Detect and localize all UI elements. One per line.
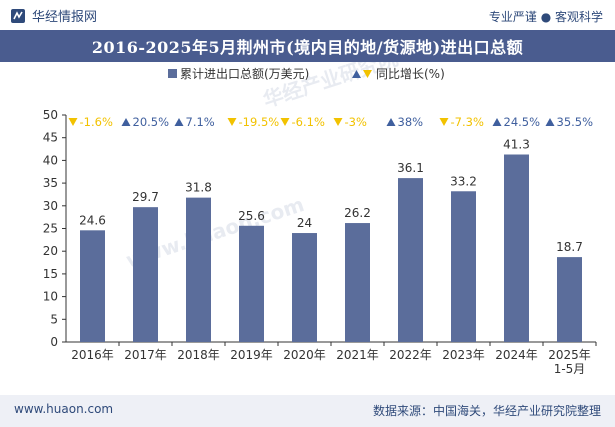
x-tick-label: 2024年 xyxy=(495,348,538,362)
x-tick-label: 2020年 xyxy=(283,348,326,362)
growth-up-icon xyxy=(545,118,555,126)
top-bar: 华经情报网 专业严谨 ● 客观科学 xyxy=(0,0,615,30)
y-tick-label: 25 xyxy=(43,222,58,236)
x-tick-label: 2025年 xyxy=(548,348,591,362)
growth-down-icon xyxy=(280,118,290,126)
legend-label-growth: 同比增长(%) xyxy=(376,67,445,81)
y-tick-label: 30 xyxy=(43,199,58,213)
bar-value-label: 18.7 xyxy=(556,240,583,254)
growth-up-icon xyxy=(386,118,396,126)
growth-label: -3% xyxy=(345,115,367,129)
y-tick-label: 5 xyxy=(50,312,58,326)
bar xyxy=(186,197,211,342)
bar xyxy=(398,178,423,342)
growth-up-icon xyxy=(174,118,184,126)
y-tick-label: 35 xyxy=(43,176,58,190)
slogan: 专业严谨 ● 客观科学 xyxy=(488,10,603,24)
brand-logo-icon xyxy=(11,8,25,23)
legend-label-bars: 累计进出口总额(万美元) xyxy=(180,67,309,81)
y-tick-label: 50 xyxy=(43,108,58,122)
y-tick-label: 0 xyxy=(50,335,58,349)
x-tick-label: 2018年 xyxy=(177,348,220,362)
footer: www.huaon.com 数据来源：中国海关，华经产业研究院整理 xyxy=(0,395,615,427)
y-tick-label: 20 xyxy=(43,244,58,258)
growth-down-icon xyxy=(333,118,343,126)
growth-label: -7.3% xyxy=(451,115,484,129)
bar xyxy=(504,154,529,342)
bar-value-label: 41.3 xyxy=(503,137,530,151)
bar xyxy=(451,191,476,342)
footer-website: www.huaon.com xyxy=(14,402,114,416)
y-tick-label: 15 xyxy=(43,267,58,281)
y-tick-label: 45 xyxy=(43,131,58,145)
bar-value-label: 26.2 xyxy=(344,206,371,220)
y-tick-label: 10 xyxy=(43,290,58,304)
growth-label: -6.1% xyxy=(292,115,325,129)
growth-up-icon xyxy=(492,118,502,126)
bar xyxy=(292,233,317,342)
x-tick-label: 2023年 xyxy=(442,348,485,362)
bar-value-label: 29.7 xyxy=(132,190,159,204)
bar-value-label: 24.6 xyxy=(79,213,106,227)
x-tick-label: 2022年 xyxy=(389,348,432,362)
bar-value-label: 33.2 xyxy=(450,174,477,188)
bar xyxy=(239,225,264,342)
growth-label: 35.5% xyxy=(557,115,594,129)
growth-label: -1.6% xyxy=(80,115,113,129)
bar xyxy=(80,230,105,342)
bar-value-label: 31.8 xyxy=(185,181,212,195)
bar xyxy=(133,207,158,342)
brand-name: 华经情报网 xyxy=(32,10,98,25)
x-tick-label: 2016年 xyxy=(71,348,114,362)
bar-value-label: 25.6 xyxy=(238,209,265,223)
legend-down-triangle xyxy=(363,70,372,78)
growth-label: -19.5% xyxy=(239,115,280,129)
growth-label: 20.5% xyxy=(133,115,170,129)
legend-up-triangle xyxy=(352,70,361,78)
bar xyxy=(345,223,370,342)
bar-value-label: 24 xyxy=(297,216,312,230)
growth-down-icon xyxy=(227,118,237,126)
bar-value-label: 36.1 xyxy=(397,161,424,175)
x-tick-label: 1-5月 xyxy=(554,362,586,376)
x-tick-label: 2019年 xyxy=(230,348,273,362)
growth-label: 7.1% xyxy=(186,115,215,129)
growth-label: 24.5% xyxy=(504,115,541,129)
x-tick-label: 2017年 xyxy=(124,348,167,362)
chart-title: 2016-2025年5月荆州市(境内目的地/货源地)进出口总额 xyxy=(0,30,615,62)
legend-swatch-bars xyxy=(168,69,177,78)
footer-source: 数据来源：中国海关，华经产业研究院整理 xyxy=(372,404,601,418)
growth-down-icon xyxy=(68,118,78,126)
growth-label: 38% xyxy=(398,115,424,129)
bar xyxy=(557,257,582,342)
y-tick-label: 40 xyxy=(43,153,58,167)
x-tick-label: 2021年 xyxy=(336,348,379,362)
growth-up-icon xyxy=(121,118,131,126)
brand: 华经情报网 xyxy=(10,6,97,25)
growth-down-icon xyxy=(439,118,449,126)
